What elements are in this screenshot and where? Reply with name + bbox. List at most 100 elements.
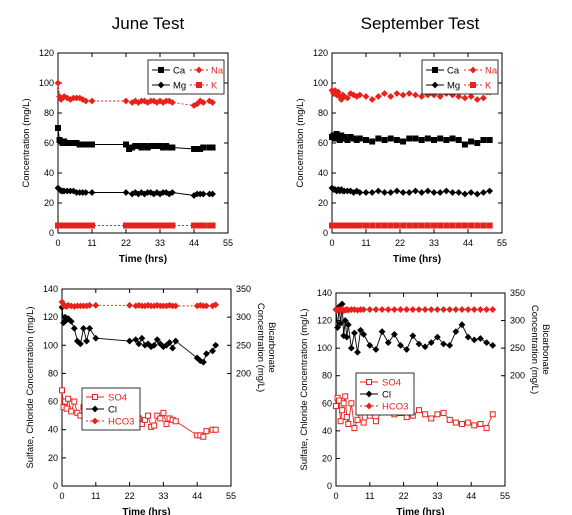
data-point-hco3: [415, 306, 423, 313]
legend-box: [421, 59, 499, 95]
data-point-ca: [332, 135, 339, 142]
data-point-cl: [67, 317, 75, 325]
data-point-ca: [141, 143, 148, 149]
legend-marker-ca: [432, 67, 438, 73]
data-point-so4: [333, 403, 339, 410]
legend-label-k: K: [211, 81, 218, 92]
data-point-ca: [400, 138, 407, 145]
y-tick-label: 0: [53, 481, 58, 491]
x-tick-label: 44: [189, 238, 199, 248]
x-axis-label: Time (hrs): [122, 507, 170, 515]
data-point-ca: [474, 140, 481, 146]
data-point-so4: [465, 419, 472, 426]
legend-label-mg: Mg: [173, 81, 186, 92]
data-point-cl: [199, 358, 207, 366]
data-point-cl: [153, 336, 161, 344]
data-point-k: [64, 222, 71, 229]
data-point-so4: [172, 418, 179, 425]
data-point-so4: [446, 416, 453, 423]
data-point-hco3: [483, 306, 490, 313]
data-point-k: [387, 222, 394, 229]
data-point-k: [356, 222, 363, 229]
data-point-na: [455, 93, 463, 100]
data-point-mg: [368, 189, 376, 196]
data-point-so4: [471, 422, 478, 429]
y-tick-label: 120: [39, 48, 54, 58]
data-point-so4: [337, 418, 344, 425]
data-point-hco3: [421, 306, 429, 313]
data-point-k: [381, 222, 388, 229]
data-point-so4: [342, 393, 349, 400]
data-point-ca: [424, 135, 431, 142]
data-point-cl: [135, 340, 143, 348]
data-point-cl: [458, 321, 466, 329]
x-axis-label: Time (hrs): [393, 254, 441, 265]
data-point-ca: [341, 134, 348, 140]
data-point-so4: [440, 409, 447, 416]
y-tick-label: 40: [48, 425, 58, 435]
y-tick-label: 40: [322, 426, 332, 436]
data-point-k: [132, 222, 139, 229]
x-tick-label: 11: [365, 491, 374, 501]
data-point-ca: [123, 141, 129, 148]
data-point-ca: [393, 137, 400, 143]
data-point-ca: [197, 146, 204, 152]
data-point-cl: [340, 332, 348, 340]
data-point-hco3: [144, 301, 152, 309]
data-point-ca: [418, 137, 425, 143]
legend: Ca Na Mg K: [421, 59, 499, 95]
data-point-ca: [353, 137, 360, 143]
data-point-na: [88, 97, 96, 105]
data-point-na: [381, 90, 388, 97]
data-point-mg: [418, 189, 426, 196]
data-point-so4: [422, 411, 429, 418]
y2-axis-label-line1: Bicarbonate: [266, 322, 277, 373]
data-point-ca: [126, 146, 133, 152]
x-tick-label: 55: [497, 238, 507, 248]
data-point-cl: [354, 348, 361, 356]
data-point-ca: [64, 140, 71, 146]
legend-marker-cl: [91, 405, 99, 413]
data-point-cl: [397, 341, 404, 349]
y-tick-label: 60: [48, 397, 58, 407]
data-point-k: [76, 222, 83, 229]
chart-panel-0: 0 11 22 33 44 55 0 20 40 60 80 100 120 Time (hrs) Conc…: [21, 48, 233, 265]
data-point-ca: [369, 138, 376, 145]
legend-label-k: K: [485, 81, 492, 92]
data-point-k: [424, 222, 431, 229]
x-axis-label: Time (hrs): [396, 507, 444, 515]
data-point-mg: [134, 190, 142, 198]
data-point-ca: [61, 138, 68, 145]
data-point-na: [209, 99, 216, 106]
data-point-hco3: [172, 302, 180, 310]
series-ca: [55, 125, 216, 152]
data-point-ca: [449, 135, 456, 142]
data-point-cl: [489, 341, 497, 349]
data-point-cl: [150, 341, 158, 349]
data-point-mg: [393, 187, 401, 195]
y-tick-label: 0: [327, 481, 332, 491]
data-point-so4: [145, 412, 152, 419]
data-point-so4: [68, 408, 75, 415]
x-tick-label: 11: [361, 238, 370, 248]
data-point-ca: [461, 141, 468, 148]
y-tick-label: 100: [43, 340, 58, 350]
data-point-k: [363, 222, 369, 229]
data-point-hco3: [135, 301, 143, 309]
x-tick-label: 33: [155, 238, 165, 248]
data-point-mg: [405, 189, 413, 196]
data-point-cl: [421, 343, 429, 351]
data-point-hco3: [378, 306, 386, 313]
data-point-so4: [483, 425, 490, 432]
legend-marker-ca: [158, 67, 164, 73]
data-point-cl: [86, 325, 94, 332]
data-point-cl: [196, 357, 204, 365]
legend-label-cl: Cl: [382, 390, 391, 401]
data-point-mg: [381, 189, 388, 196]
data-point-hco3: [446, 306, 454, 313]
data-point-k: [200, 222, 207, 229]
x-tick-label: 11: [91, 491, 100, 501]
data-point-cl: [403, 346, 411, 353]
x-tick-label: 44: [463, 238, 473, 248]
